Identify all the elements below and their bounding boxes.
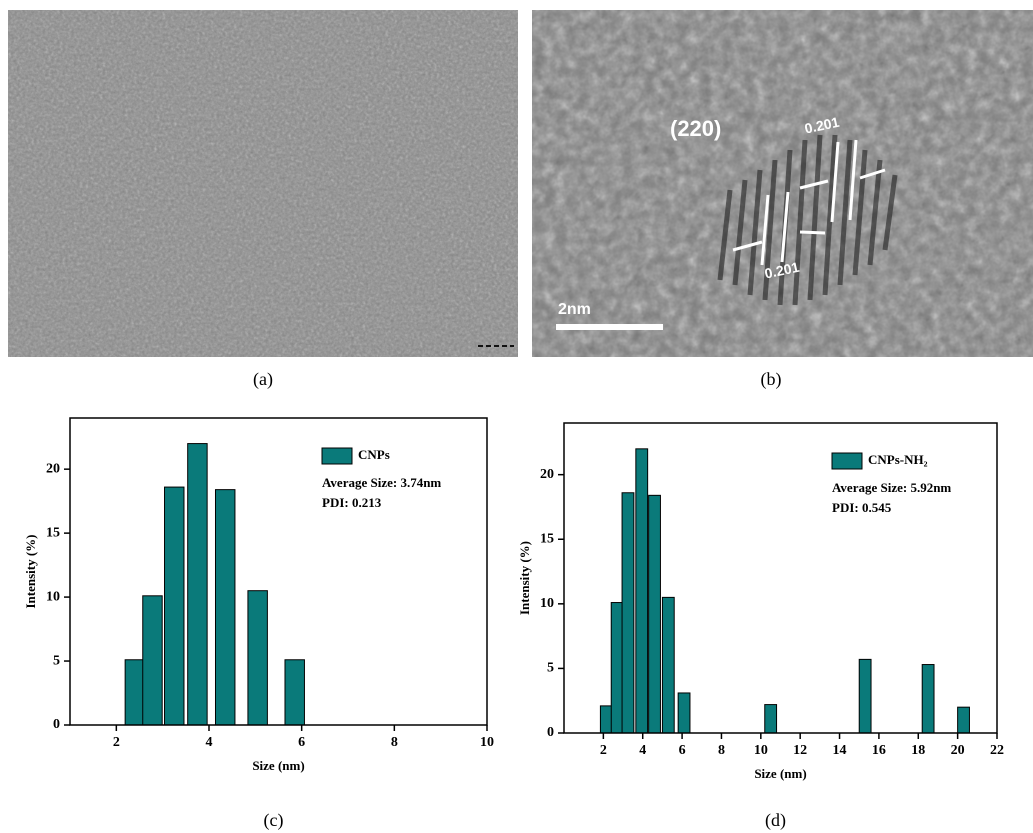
x-tick-label: 8 [391, 735, 398, 750]
y-tick-label: 10 [540, 596, 554, 611]
spacing-label: 0.201 [763, 259, 801, 282]
legend-label: CNPs [358, 447, 390, 462]
plane-label: (220) [670, 116, 721, 141]
bar [957, 706, 970, 734]
y-tick-label: 5 [547, 661, 554, 676]
x-tick-label: 4 [639, 743, 646, 758]
caption: (a) [253, 369, 273, 390]
x-axis-label: Size (nm) [754, 766, 806, 781]
bar [921, 664, 935, 734]
y-axis-label: Intensity (%) [23, 534, 38, 608]
bar [142, 595, 163, 726]
bar [599, 705, 613, 734]
annotation: Average Size: 5.92nm [832, 480, 951, 495]
bar [214, 489, 236, 726]
y-tick-label: 20 [46, 461, 60, 476]
tem-image-a [8, 10, 518, 357]
y-tick-label: 15 [540, 531, 554, 546]
bar [284, 659, 305, 726]
tem-image-b: (220) 0.201 0.201 2nm [532, 10, 1033, 357]
plot-frame [563, 422, 998, 734]
bar [635, 448, 649, 734]
bar [661, 596, 675, 734]
scale-bar-label: 2nm [558, 301, 591, 318]
y-tick-label: 10 [46, 589, 60, 604]
y-tick-label: 5 [53, 653, 60, 668]
y-tick-label: 20 [540, 467, 554, 482]
x-tick-label: 20 [951, 743, 965, 758]
y-tick-label: 0 [53, 717, 60, 732]
legend-label: CNPs-NH₂ [868, 452, 928, 467]
y-tick-label: 15 [46, 525, 60, 540]
bar [610, 602, 624, 734]
x-tick-label: 14 [833, 743, 847, 758]
legend-swatch [831, 452, 863, 470]
x-tick-label: 8 [718, 743, 725, 758]
bar [124, 659, 146, 726]
x-tick-label: 6 [679, 743, 686, 758]
legend-swatch [321, 447, 353, 465]
plot-frame [69, 417, 488, 726]
spacing-label: 0.201 [803, 114, 841, 137]
x-tick-label: 4 [206, 735, 213, 750]
x-tick-label: 10 [480, 735, 494, 750]
bar [187, 443, 208, 726]
annotation: PDI: 0.545 [832, 500, 892, 515]
bar [648, 494, 661, 734]
x-tick-label: 22 [990, 743, 1004, 758]
x-tick-label: 12 [793, 743, 807, 758]
bar [677, 692, 691, 734]
caption: (b) [761, 369, 782, 390]
x-tick-label: 10 [754, 743, 768, 758]
x-tick-label: 2 [600, 743, 607, 758]
bar [247, 590, 268, 726]
bar [164, 486, 185, 726]
x-tick-label: 16 [872, 743, 886, 758]
caption: (d) [765, 810, 786, 831]
y-tick-label: 0 [547, 725, 554, 740]
x-tick-label: 2 [113, 735, 120, 750]
bar [621, 492, 635, 734]
bar [764, 704, 778, 734]
bar [858, 658, 872, 734]
x-axis-label: Size (nm) [252, 758, 304, 773]
x-tick-label: 18 [911, 743, 925, 758]
y-axis-label: Intensity (%) [517, 541, 532, 615]
annotation: PDI: 0.213 [322, 495, 382, 510]
caption: (c) [264, 810, 284, 831]
annotation: Average Size: 3.74nm [322, 475, 441, 490]
x-tick-label: 6 [298, 735, 305, 750]
